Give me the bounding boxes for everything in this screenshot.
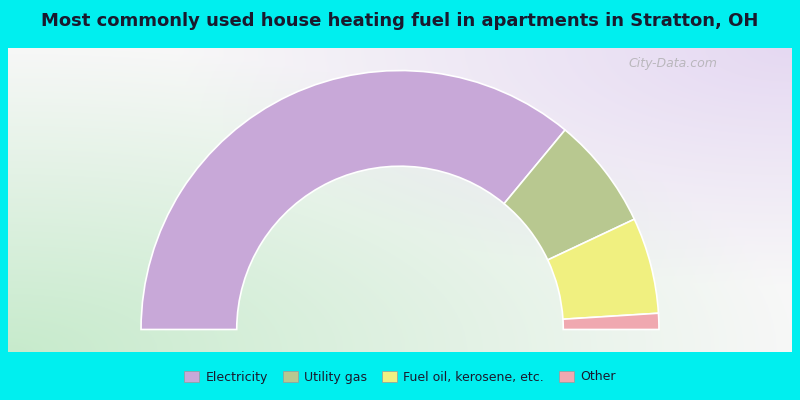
Wedge shape bbox=[563, 313, 659, 330]
Wedge shape bbox=[141, 70, 565, 330]
Text: Most commonly used house heating fuel in apartments in Stratton, OH: Most commonly used house heating fuel in… bbox=[42, 12, 758, 30]
Text: City-Data.com: City-Data.com bbox=[628, 57, 718, 70]
Wedge shape bbox=[504, 130, 634, 260]
Legend: Electricity, Utility gas, Fuel oil, kerosene, etc., Other: Electricity, Utility gas, Fuel oil, kero… bbox=[184, 370, 616, 384]
Wedge shape bbox=[548, 219, 658, 319]
